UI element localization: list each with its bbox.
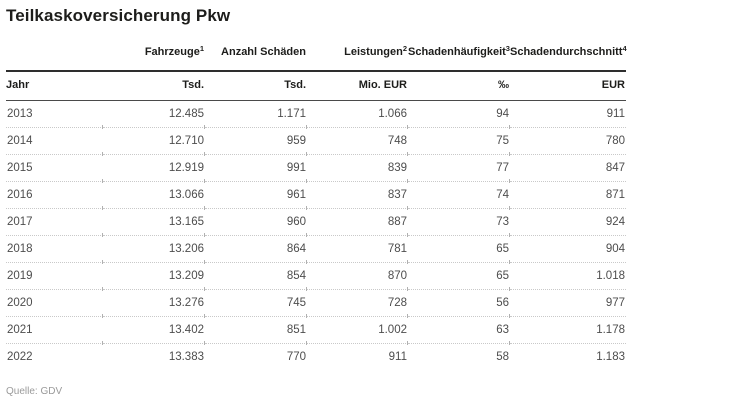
unit-header-tsd-2: Tsd. [205,71,307,101]
value-cell: 12.710 [102,127,205,156]
value-cell: 1.066 [306,100,408,129]
value-cell: 63 [407,316,510,345]
value-cell: 871 [509,181,626,210]
value-cell: 1.183 [596,351,625,363]
source-note: Quelle: GDV [6,386,63,397]
value-cell: 911 [388,351,407,363]
value-cell: 65 [407,262,510,291]
value-cell: 745 [204,289,307,318]
year-cell: 2021 [6,316,103,344]
year-cell: 2019 [6,262,103,290]
value-cell: 1.171 [204,100,307,129]
footnote-marker: 3 [505,44,510,53]
footnote-marker: 1 [199,44,204,53]
value-cell: 1.018 [509,262,626,291]
value-cell: 911 [509,100,626,129]
value-cell: 959 [204,127,307,156]
table-row: 2016 13.066 961 837 74 871 [6,181,626,210]
value-cell: 94 [407,100,510,129]
table-row: 2014 12.710 959 748 75 780 [6,127,626,156]
value-cell: 837 [306,181,408,210]
year-cell: 2014 [6,127,103,155]
value-cell: 728 [306,289,408,318]
table-row: 2022 13.383 770 911 58 1.183 [6,344,626,371]
table-row: 2013 12.485 1.171 1.066 94 911 [6,100,626,129]
value-cell: 13.206 [102,235,205,264]
table-row: 2018 13.206 864 781 65 904 [6,235,626,264]
footnote-marker: 2 [402,44,407,53]
value-cell: 12.919 [102,154,205,183]
year-cell: 2018 [6,235,103,263]
year-cell: 2022 [7,351,33,363]
value-cell: 870 [306,262,408,291]
page-title: Teilkaskoversicherung Pkw [6,6,231,25]
year-cell: 2020 [6,289,103,317]
value-cell: 13.276 [102,289,205,318]
page: Teilkaskoversicherung Pkw Fahrzeuge1 Anz… [6,6,627,397]
value-cell: 904 [509,235,626,264]
value-cell: 65 [407,235,510,264]
value-cell: 13.165 [102,208,205,237]
group-header-anzahl-schaeden: Anzahl Schäden [205,32,307,72]
value-cell: 770 [286,351,306,363]
year-cell: 2016 [6,181,103,209]
unit-header-eur: EUR [510,71,626,101]
value-cell: 13.383 [168,351,204,363]
value-cell: 924 [509,208,626,237]
table-row: 2015 12.919 991 839 77 847 [6,154,626,183]
value-cell: 961 [204,181,307,210]
unit-header-jahr: Jahr [6,71,103,101]
table-row: 2021 13.402 851 1.002 63 1.178 [6,316,626,345]
value-cell: 839 [306,154,408,183]
value-cell: 960 [204,208,307,237]
unit-header-promille: ‰ [408,71,510,101]
value-cell: 854 [204,262,307,291]
value-cell: 864 [204,235,307,264]
group-header-leistungen: Leistungen2 [307,32,408,72]
value-cell: 74 [407,181,510,210]
value-cell: 781 [306,235,408,264]
value-cell: 887 [306,208,408,237]
year-cell: 2013 [6,100,103,128]
value-cell: 75 [407,127,510,156]
value-cell: 56 [407,289,510,318]
unit-header-tsd-1: Tsd. [103,71,205,101]
group-header-fahrzeuge: Fahrzeuge1 [103,32,205,72]
value-cell: 1.178 [509,316,626,345]
value-cell: 847 [509,154,626,183]
value-cell: 58 [496,351,509,363]
unit-header-mio-eur: Mio. EUR [307,71,408,101]
value-cell: 780 [509,127,626,156]
value-cell: 13.209 [102,262,205,291]
group-header-row: Fahrzeuge1 Anzahl Schäden Leistungen2 Sc… [6,32,627,72]
year-cell: 2015 [6,154,103,182]
insurance-data-table: Fahrzeuge1 Anzahl Schäden Leistungen2 Sc… [6,32,627,371]
unit-header-row: Jahr Tsd. Tsd. Mio. EUR ‰ EUR [6,71,626,101]
year-cell: 2017 [6,208,103,236]
table-row: 2017 13.165 960 887 73 924 [6,208,626,237]
group-header-schadenhaeufigkeit: Schadenhäufigkeit3 [408,32,510,72]
value-cell: 748 [306,127,408,156]
value-cell: 851 [204,316,307,345]
group-header-schadendurchschnitt: Schadendurchschnitt4 [510,32,627,72]
table-row: 2019 13.209 854 870 65 1.018 [6,262,626,291]
footnote-marker: 4 [622,44,627,53]
value-cell: 73 [407,208,510,237]
value-cell: 77 [407,154,510,183]
value-cell: 12.485 [102,100,205,129]
group-header-empty [6,32,103,72]
value-cell: 977 [509,289,626,318]
value-cell: 13.066 [102,181,205,210]
value-cell: 13.402 [102,316,205,345]
value-cell: 1.002 [306,316,408,345]
table-row: 2020 13.276 745 728 56 977 [6,289,626,318]
value-cell: 991 [204,154,307,183]
